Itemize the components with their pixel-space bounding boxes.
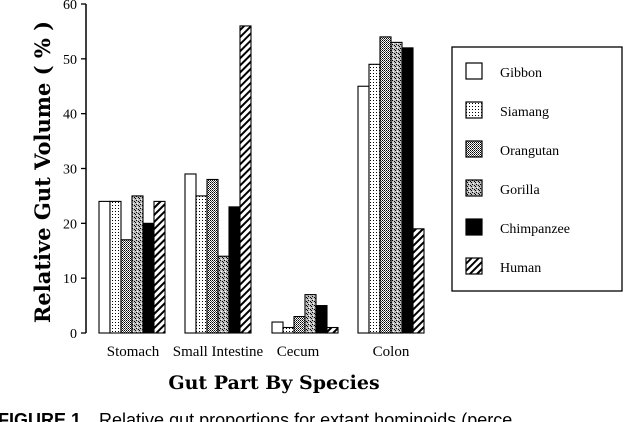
bar-human-cecum xyxy=(326,326,339,334)
legend-label-gibbon: Gibbon xyxy=(500,66,542,81)
bar-human-colon xyxy=(412,228,425,334)
bar-siamang-cecum xyxy=(282,326,295,334)
legend-label-orangutan: Orangutan xyxy=(500,144,559,159)
bar-chimpanzee-stomach xyxy=(142,222,155,334)
bar-chimpanzee-colon xyxy=(401,47,414,334)
legend-swatch-gibbon xyxy=(465,62,483,80)
caption-label: FIGURE 1. xyxy=(0,410,86,422)
legend-swatch-human xyxy=(465,257,483,275)
bars xyxy=(98,25,425,334)
bar-gibbon-stomach xyxy=(98,200,111,334)
legend-label-siamang: Siamang xyxy=(500,105,549,120)
legend-label-chimpanzee: Chimpanzee xyxy=(500,222,570,237)
axes: 0 10 20 30 40 50 60 xyxy=(63,0,87,342)
category-labels: Stomach Small Intestine Cecum Colon xyxy=(107,344,410,360)
bar-siamang-small-intestine xyxy=(195,195,208,334)
category-label: Cecum xyxy=(277,344,320,360)
bar-gorilla-stomach xyxy=(131,195,144,334)
bar-gorilla-colon xyxy=(390,41,403,334)
bar-siamang-stomach xyxy=(109,200,122,334)
bar-orangutan-stomach xyxy=(120,239,133,334)
legend-swatch-orangutan xyxy=(465,140,483,158)
category-label: Colon xyxy=(373,344,410,360)
y-tick-label: 40 xyxy=(63,108,77,123)
legend-box xyxy=(451,46,623,292)
y-tick-label: 30 xyxy=(63,163,77,178)
legend-label-gorilla: Gorilla xyxy=(500,183,540,198)
legend-swatch-siamang xyxy=(465,101,483,119)
bar-gorilla-cecum xyxy=(304,294,317,334)
bar-orangutan-cecum xyxy=(293,315,306,334)
legend-swatch-chimpanzee xyxy=(465,218,483,236)
bar-gibbon-small-intestine xyxy=(184,173,197,334)
y-ticks: 0 10 20 30 40 50 60 xyxy=(63,0,86,342)
caption-text: Relative gut proportions for extant homi… xyxy=(99,410,512,422)
bar-chimpanzee-small-intestine xyxy=(228,206,241,334)
y-tick-label: 10 xyxy=(63,272,77,287)
bar-human-stomach xyxy=(153,200,166,334)
legend: Gibbon Siamang Orangutan Gorilla Chimpanzee H… xyxy=(451,46,623,292)
svg-text:FIGURE 1. Relative gut p: FIGURE 1. Relative gut proportions for e… xyxy=(0,410,512,422)
y-tick-label: 50 xyxy=(63,53,77,68)
bar-human-small-intestine xyxy=(239,25,252,334)
y-tick-label: 0 xyxy=(70,327,77,342)
legend-items: Gibbon Siamang Orangutan Gorilla Chimpanzee H… xyxy=(465,62,570,276)
bar-gibbon-cecum xyxy=(271,321,284,334)
bar-gorilla-small-intestine xyxy=(217,255,230,334)
category-label: Stomach xyxy=(107,344,160,360)
bar-orangutan-small-intestine xyxy=(206,178,219,334)
y-tick-label: 20 xyxy=(63,217,77,232)
bar-chimpanzee-cecum xyxy=(315,305,328,334)
bar-gibbon-colon xyxy=(357,85,370,334)
category-label: Small Intestine xyxy=(173,344,264,360)
legend-label-human: Human xyxy=(500,261,541,276)
y-axis-label: Relative Gut Volume ( % ) xyxy=(30,21,55,323)
y-tick-label: 60 xyxy=(63,0,77,13)
x-axis-label: Gut Part By Species xyxy=(168,372,379,394)
legend-swatch-gorilla xyxy=(465,179,483,197)
bar-siamang-colon xyxy=(368,63,381,334)
bar-orangutan-colon xyxy=(379,36,392,334)
figure-caption: FIGURE 1. Relative gut proportions for e… xyxy=(0,410,512,422)
